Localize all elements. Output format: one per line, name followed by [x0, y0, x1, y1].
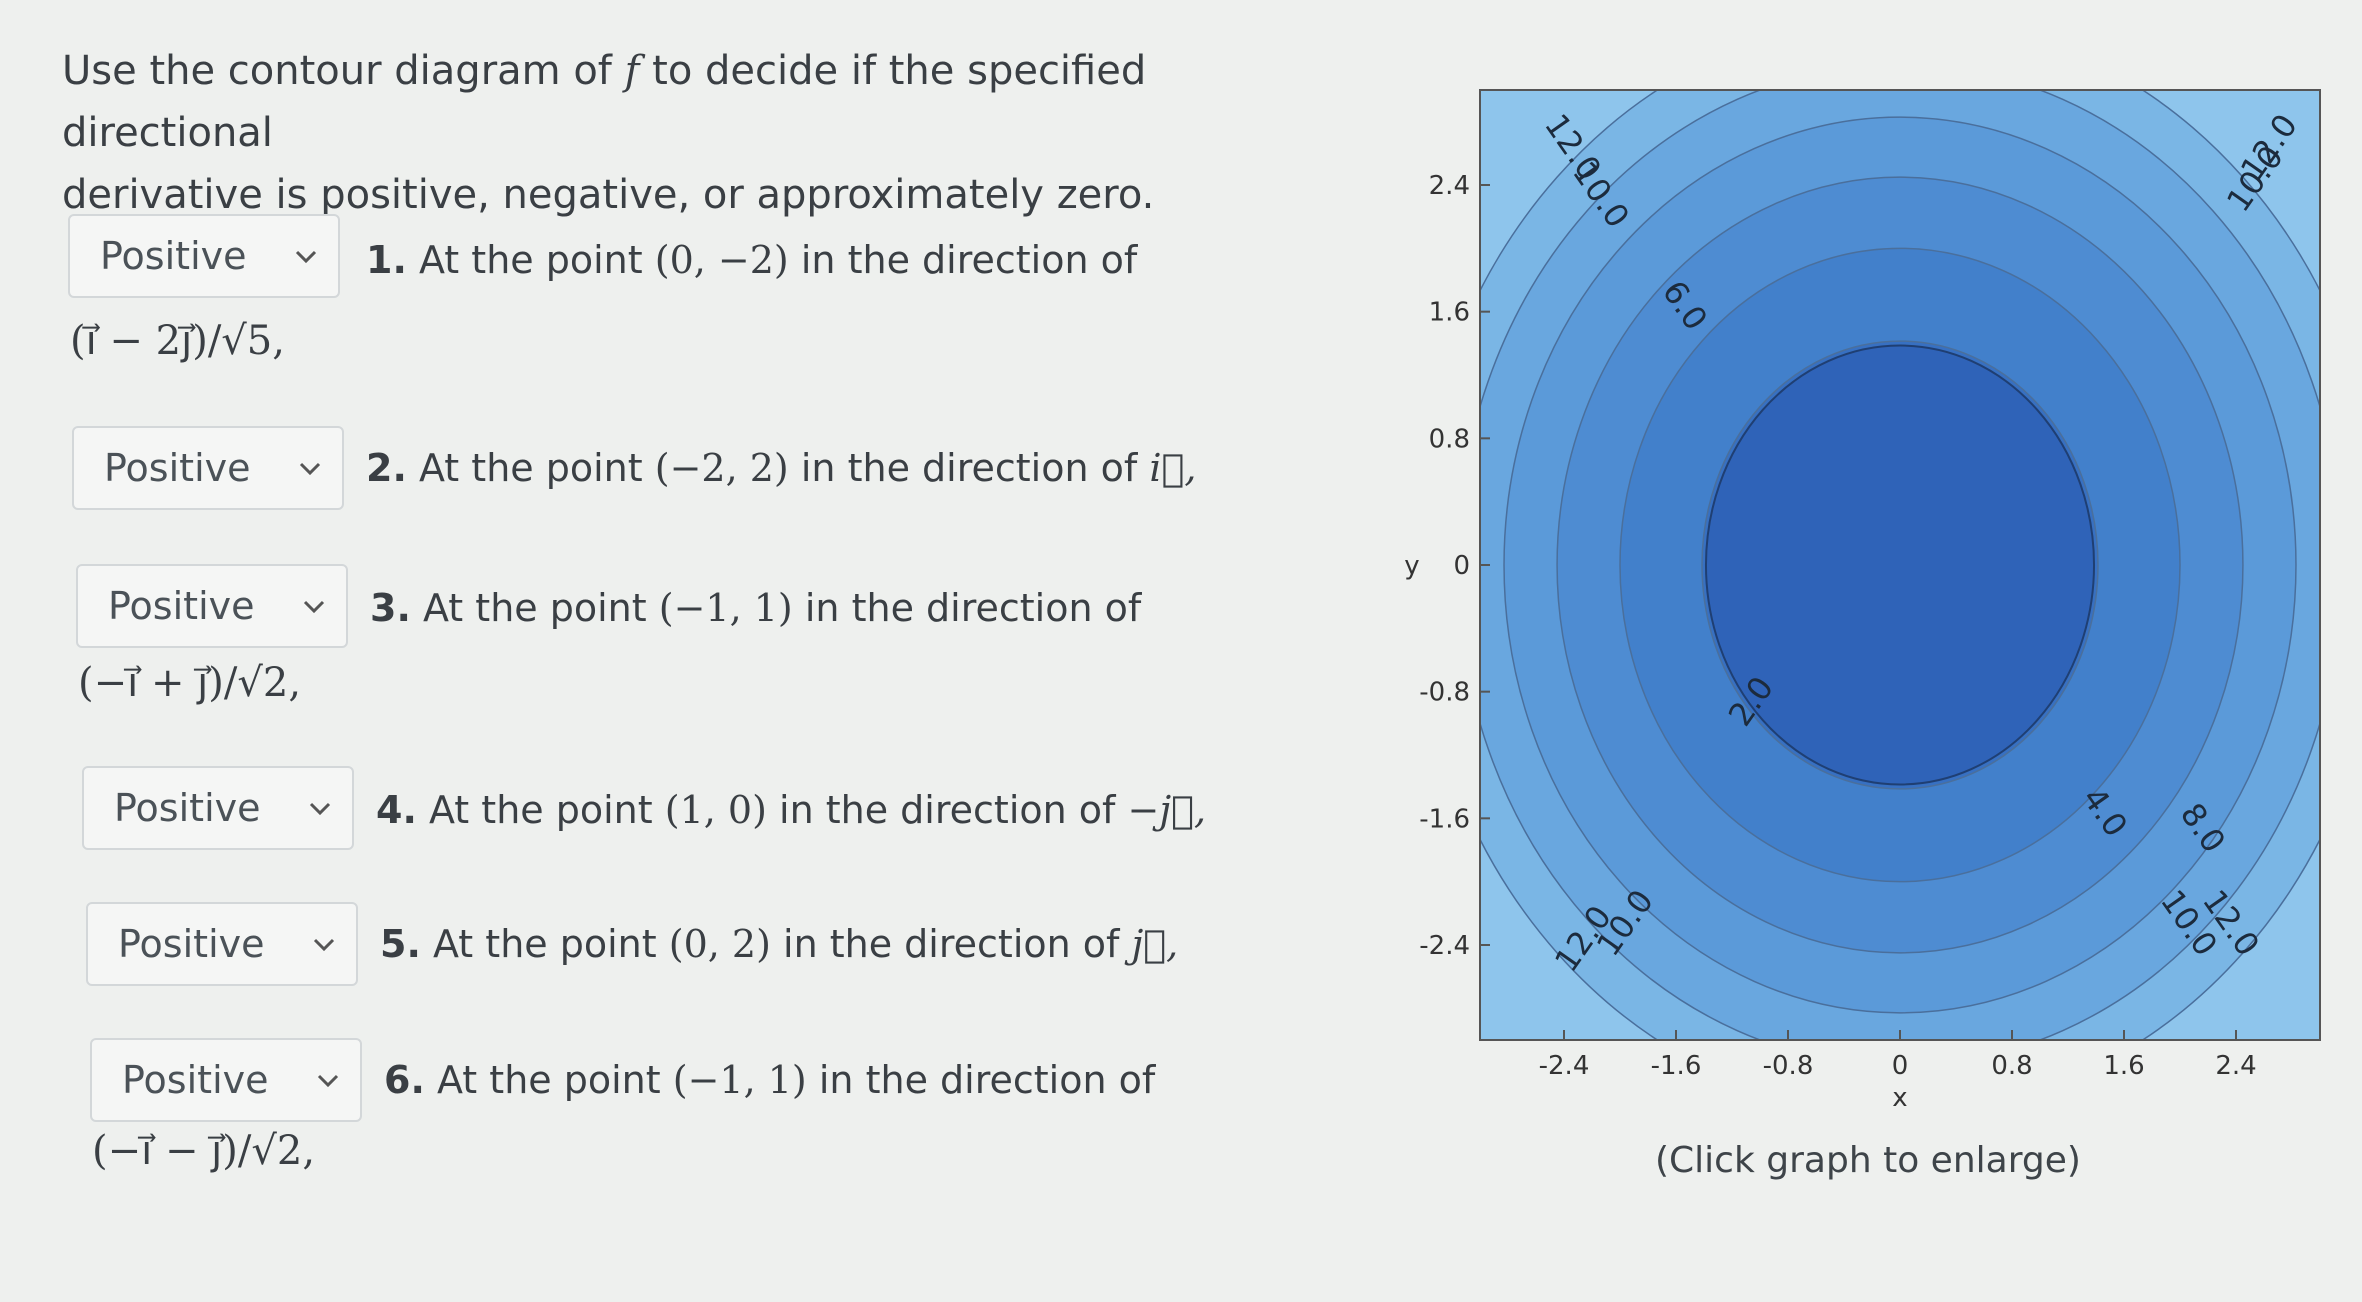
question-1-direction: (i⃗ − 2j⃗)/√5,	[70, 318, 285, 364]
question-2-point: (−2, 2)	[654, 446, 789, 490]
answer-select-1-value: Positive	[100, 234, 247, 278]
answer-select-3[interactable]: Positive	[76, 564, 348, 648]
contour-graph[interactable]: -2.4 -1.6 -0.8 0 0.8 1.6 2.4 2.4 1.6 0.8 0 -0.8 -1.6…	[1390, 70, 2350, 1120]
question-1-prefix: At the point	[418, 238, 643, 282]
x-tick-label: 0	[1892, 1051, 1909, 1081]
answer-select-3-value: Positive	[108, 584, 255, 628]
question-5-prefix: At the point	[432, 922, 657, 966]
question-3-point: (−1, 1)	[658, 586, 793, 630]
question-4-prefix: At the point	[428, 788, 653, 832]
question-2-number: 2.	[366, 446, 407, 490]
answer-select-1[interactable]: Positive	[68, 214, 340, 298]
question-6-direction: (−i⃗ − j⃗)/√2,	[92, 1128, 316, 1174]
graph-caption[interactable]: (Click graph to enlarge)	[1655, 1140, 2081, 1181]
y-tick-label: -2.4	[1419, 931, 1470, 961]
chevron-down-icon	[313, 938, 335, 952]
question-4-number: 4.	[376, 788, 417, 832]
question-4-direction: −j⃗,	[1127, 788, 1207, 832]
chevron-down-icon	[317, 1074, 339, 1088]
x-tick-label: 1.6	[2103, 1051, 2144, 1081]
instructions-line2: derivative is positive, negative, or app…	[62, 172, 1155, 218]
x-tick-label: -1.6	[1651, 1051, 1702, 1081]
question-5-point: (0, 2)	[668, 922, 771, 966]
y-tick-label: -0.8	[1419, 678, 1470, 708]
answer-select-4[interactable]: Positive	[82, 766, 354, 850]
question-3-number: 3.	[370, 586, 411, 630]
y-tick-label: 0	[1453, 551, 1470, 581]
question-1-suffix: in the direction of	[800, 238, 1138, 282]
y-tick-label: 2.4	[1429, 171, 1470, 201]
question-1-number: 1.	[366, 238, 407, 282]
contour-center	[1704, 344, 2096, 786]
chevron-down-icon	[303, 600, 325, 614]
question-2-text: 2. At the point (−2, 2) in the direction…	[366, 446, 1196, 490]
question-5-number: 5.	[380, 922, 421, 966]
question-2-suffix: in the direction of	[800, 446, 1138, 490]
chevron-down-icon	[309, 802, 331, 816]
question-5-suffix: in the direction of	[783, 922, 1120, 966]
question-3-suffix: in the direction of	[804, 586, 1142, 630]
question-6-text: 6. At the point (−1, 1) in the direction…	[384, 1058, 1155, 1102]
question-1-text: 1. At the point (0, −2) in the direction…	[366, 238, 1137, 282]
instructions-line1-a: Use the contour diagram of	[62, 48, 612, 94]
question-5-text: 5. At the point (0, 2) in the direction …	[380, 922, 1178, 966]
question-2-prefix: At the point	[418, 446, 643, 490]
chevron-down-icon	[295, 250, 317, 264]
answer-select-4-value: Positive	[114, 786, 261, 830]
answer-select-6-value: Positive	[122, 1058, 269, 1102]
answer-select-2-value: Positive	[104, 446, 251, 490]
instructions: Use the contour diagram of f to decide i…	[62, 40, 1312, 226]
question-4-point: (1, 0)	[664, 788, 767, 832]
question-5-direction: j⃗,	[1131, 922, 1179, 966]
y-tick-label: -1.6	[1419, 804, 1470, 834]
answer-select-5-value: Positive	[118, 922, 265, 966]
x-tick-label: 0.8	[1991, 1051, 2032, 1081]
question-3-text: 3. At the point (−1, 1) in the direction…	[370, 586, 1141, 630]
question-6-prefix: At the point	[436, 1058, 661, 1102]
question-4-suffix: in the direction of	[779, 788, 1116, 832]
answer-select-2[interactable]: Positive	[72, 426, 344, 510]
x-axis-label: x	[1892, 1083, 1907, 1113]
answer-select-5[interactable]: Positive	[86, 902, 358, 986]
y-tick-label: 0.8	[1429, 424, 1470, 454]
y-axis-label: y	[1404, 551, 1419, 581]
x-tick-label: 2.4	[2215, 1051, 2256, 1081]
x-tick-label: -0.8	[1763, 1051, 1814, 1081]
instructions-line1-b: to decide if the specified directional	[62, 48, 1147, 156]
question-6-number: 6.	[384, 1058, 425, 1102]
question-2-direction: i⃗,	[1149, 446, 1197, 490]
question-3-prefix: At the point	[422, 586, 647, 630]
x-tick-label: -2.4	[1539, 1051, 1590, 1081]
question-3-direction: (−i⃗ + j⃗)/√2,	[78, 660, 302, 706]
function-symbol: f	[624, 48, 640, 94]
answer-select-6[interactable]: Positive	[90, 1038, 362, 1122]
question-6-suffix: in the direction of	[818, 1058, 1156, 1102]
contour-bands	[1480, 90, 2320, 1040]
question-1-point: (0, −2)	[654, 238, 789, 282]
question-4-text: 4. At the point (1, 0) in the direction …	[376, 788, 1206, 832]
chevron-down-icon	[299, 462, 321, 476]
question-6-point: (−1, 1)	[672, 1058, 807, 1102]
y-tick-label: 1.6	[1429, 298, 1470, 328]
